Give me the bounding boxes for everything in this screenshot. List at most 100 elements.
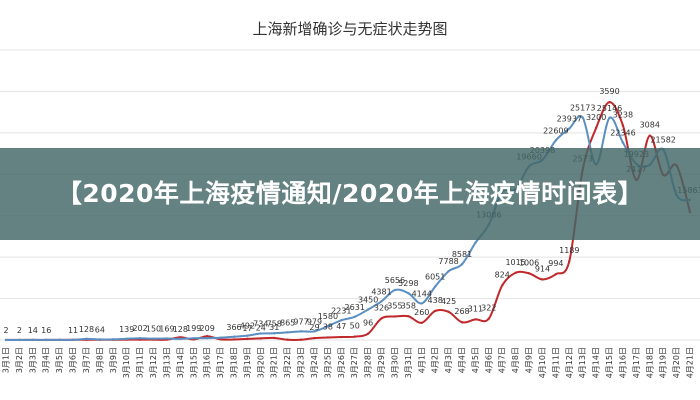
data-point: [353, 315, 356, 318]
x-tick-label: 4月13日: [578, 347, 587, 378]
data-point: [313, 330, 316, 333]
data-point: [433, 309, 437, 313]
x-tick-label: 3月2日: [15, 347, 24, 373]
data-point: [340, 319, 343, 322]
data-point: [568, 127, 571, 130]
data-point: [299, 330, 303, 333]
x-tick-label: 3月19日: [243, 347, 252, 378]
x-tick-label: 3月4日: [42, 347, 51, 373]
data-label: 24: [256, 323, 266, 332]
x-tick-label: 4月8日: [511, 347, 520, 373]
data-label: 96: [363, 319, 373, 328]
data-point: [45, 338, 48, 342]
x-tick-label: 3月6日: [69, 347, 78, 373]
x-tick-label: 4月12日: [565, 347, 574, 378]
data-label: 1580: [318, 312, 338, 321]
data-point: [407, 292, 410, 295]
x-tick-label: 3月17日: [216, 347, 225, 378]
data-label: 169: [159, 325, 174, 334]
data-point: [152, 337, 155, 340]
data-point: [621, 124, 625, 127]
x-tick-label: 4月17日: [632, 347, 641, 378]
data-label: 199: [186, 324, 201, 333]
data-point: [380, 317, 383, 320]
data-label: 3084: [640, 121, 660, 130]
data-point: [608, 100, 611, 104]
x-tick-label: 3月24日: [310, 347, 319, 378]
x-tick-label: 4月20日: [672, 347, 681, 378]
x-tick-label: 4月10日: [538, 347, 547, 378]
data-point: [232, 335, 236, 338]
data-label: 1189: [559, 246, 579, 255]
data-label: 311: [468, 304, 483, 313]
data-point: [340, 335, 343, 339]
x-tick-label: 3月12日: [149, 347, 158, 378]
data-point: [407, 315, 410, 318]
data-point: [71, 338, 75, 342]
data-label: 128: [79, 325, 94, 334]
data-label: 16: [41, 326, 51, 335]
data-label: 425: [441, 297, 456, 306]
data-point: [554, 139, 558, 142]
data-point: [326, 324, 330, 328]
data-point: [58, 338, 61, 342]
data-point: [514, 271, 517, 274]
data-label: 366: [226, 323, 241, 332]
data-label: 4144: [412, 289, 432, 298]
data-label: 326: [374, 303, 389, 312]
x-tick-label: 3月14日: [176, 347, 185, 378]
data-point: [326, 336, 330, 339]
data-point: [527, 272, 531, 275]
x-tick-label: 3月13日: [162, 347, 171, 378]
x-tick-label: 4月1日: [417, 347, 426, 373]
data-label: 64: [95, 325, 105, 334]
data-label: 758: [267, 319, 282, 328]
x-tick-label: 4月21日: [686, 347, 695, 378]
data-label: 22609: [543, 126, 568, 135]
data-label: 268: [454, 307, 469, 316]
x-tick-label: 4月14日: [592, 347, 601, 378]
data-point: [98, 338, 102, 341]
data-label: 3590: [599, 87, 619, 96]
data-label: 17: [242, 324, 252, 333]
x-tick-label: 4月4日: [458, 347, 467, 373]
data-point: [353, 335, 356, 338]
data-point: [192, 337, 195, 340]
data-label: 31: [269, 323, 279, 332]
data-point: [286, 331, 289, 334]
x-tick-label: 4月3日: [444, 347, 453, 373]
data-label: 50: [350, 322, 360, 331]
data-label: 355: [387, 301, 402, 310]
chart-title: 上海新增确诊与无症状走势图: [252, 20, 447, 38]
banner-text: 【2020年上海疫情通知/2020年上海疫情时间表】: [56, 179, 644, 208]
data-point: [179, 337, 182, 341]
data-label: 734: [253, 320, 268, 329]
data-label: 7788: [438, 257, 458, 266]
data-point: [259, 332, 263, 335]
data-point: [366, 332, 370, 335]
data-point: [125, 337, 128, 340]
data-point: [112, 338, 115, 341]
data-label: 2: [3, 326, 8, 335]
data-point: [420, 321, 423, 324]
x-tick-label: 3月21日: [270, 347, 279, 378]
data-point: [205, 335, 209, 338]
data-point: [393, 315, 397, 318]
x-tick-label: 3月28日: [364, 347, 373, 378]
data-label: 139: [119, 325, 134, 334]
data-point: [18, 338, 21, 342]
data-point: [420, 302, 423, 305]
x-tick-label: 4月15日: [605, 347, 614, 378]
data-point: [259, 337, 263, 340]
data-label: 322: [481, 304, 496, 313]
x-tick-label: 4月16日: [618, 347, 627, 378]
data-label: 22346: [610, 129, 635, 138]
data-point: [380, 300, 383, 303]
x-tick-label: 4月11日: [551, 347, 560, 378]
data-label: 2: [17, 326, 22, 335]
data-point: [621, 141, 625, 144]
data-label: 8581: [452, 250, 472, 259]
data-point: [246, 334, 249, 337]
x-tick-label: 3月3日: [28, 347, 37, 373]
data-label: 3238: [613, 110, 633, 119]
